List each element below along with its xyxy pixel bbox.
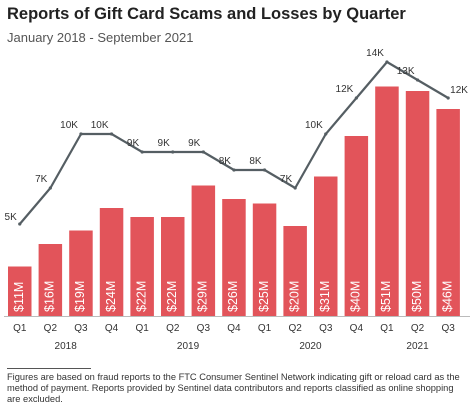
reports-label: 13K xyxy=(397,66,415,77)
reports-point-8 xyxy=(232,168,236,172)
reports-point-2 xyxy=(48,186,52,190)
bar-value-label: $22M xyxy=(134,281,148,312)
quarter-tick-label: Q3 xyxy=(197,323,211,334)
bar-value-label: $11M xyxy=(12,282,26,312)
reports-label: 10K xyxy=(91,120,109,131)
chart-title: Reports of Gift Card Scams and Losses by… xyxy=(7,5,406,23)
footnote-divider xyxy=(7,368,91,369)
reports-point-13 xyxy=(385,60,389,64)
bar-value-label: $16M xyxy=(43,281,57,312)
quarter-tick-label: Q2 xyxy=(411,323,425,334)
quarter-tick-label: Q3 xyxy=(319,323,333,334)
reports-label: 10K xyxy=(305,120,323,131)
reports-point-10 xyxy=(293,186,297,190)
quarter-tick-label: Q4 xyxy=(350,323,364,334)
reports-label: 12K xyxy=(336,84,354,95)
bar-value-label: $24M xyxy=(104,281,118,312)
bar-value-label: $31M xyxy=(318,281,332,312)
bar-value-label: $40M xyxy=(349,281,363,312)
reports-label: 9K xyxy=(127,138,140,149)
bar-value-label: $29M xyxy=(196,281,210,312)
year-label: 2018 xyxy=(55,341,78,352)
bar-value-label: $19M xyxy=(73,281,87,312)
bar-14 xyxy=(405,91,430,316)
reports-label: 9K xyxy=(158,138,171,149)
quarter-tick-label: Q2 xyxy=(288,323,302,334)
reports-label: 7K xyxy=(280,174,293,185)
reports-point-7 xyxy=(201,150,205,154)
reports-point-9 xyxy=(262,168,267,172)
bar-6 xyxy=(161,217,185,316)
bar-8 xyxy=(222,199,246,316)
reports-point-11 xyxy=(324,132,328,136)
reports-label: 14K xyxy=(366,48,384,59)
reports-point-1 xyxy=(18,222,22,226)
reports-point-3 xyxy=(79,132,83,136)
bar-10 xyxy=(283,226,307,316)
quarter-tick-label: Q1 xyxy=(380,323,394,334)
bar-1 xyxy=(8,266,32,316)
bar-4 xyxy=(99,208,124,316)
bar-9 xyxy=(252,203,277,316)
bar-15 xyxy=(436,109,460,316)
reports-point-14 xyxy=(415,78,420,82)
reports-label: 5K xyxy=(5,212,18,223)
bar-11 xyxy=(314,176,338,316)
year-label: 2021 xyxy=(406,341,429,352)
bar-value-label: $20M xyxy=(287,281,301,312)
quarter-tick-label: Q2 xyxy=(166,323,180,334)
reports-label: 9K xyxy=(188,138,201,149)
quarter-tick-label: Q1 xyxy=(13,323,27,334)
reports-point-5 xyxy=(140,150,144,154)
reports-point-4 xyxy=(109,132,114,136)
bar-value-label: $22M xyxy=(165,281,179,312)
bar-value-label: $51M xyxy=(379,281,393,312)
quarter-tick-label: Q4 xyxy=(227,323,241,334)
bar-7 xyxy=(191,185,216,316)
quarter-tick-label: Q1 xyxy=(135,323,149,334)
reports-point-12 xyxy=(354,96,358,100)
bar-12 xyxy=(344,136,369,316)
bar-13 xyxy=(375,86,399,316)
reports-label: 12K xyxy=(450,85,468,96)
footnote: Figures are based on fraud reports to th… xyxy=(7,372,460,404)
bar-value-label: $46M xyxy=(440,281,454,312)
bar-value-label: $26M xyxy=(226,281,240,312)
year-label: 2020 xyxy=(299,341,322,352)
reports-label: 10K xyxy=(60,120,78,131)
reports-point-15 xyxy=(446,96,450,100)
year-label: 2019 xyxy=(177,341,200,352)
quarter-tick-label: Q4 xyxy=(105,323,119,334)
reports-point-6 xyxy=(171,150,175,154)
quarter-tick-label: Q2 xyxy=(44,323,58,334)
quarter-tick-label: Q1 xyxy=(258,323,272,334)
quarter-tick-label: Q3 xyxy=(441,323,455,334)
bar-3 xyxy=(69,230,93,316)
reports-label: 8K xyxy=(219,156,232,167)
bar-2 xyxy=(38,244,63,316)
reports-label: 7K xyxy=(35,174,48,185)
quarter-tick-label: Q3 xyxy=(74,323,88,334)
reports-label: 8K xyxy=(249,156,262,167)
gift-card-chart: $11M $16M $19M $24M $22M $22M $29M $26M $25M $20M… xyxy=(4,48,470,352)
bar-value-label: $50M xyxy=(410,281,424,312)
chart-subtitle: January 2018 - September 2021 xyxy=(7,30,194,45)
bar-value-label: $25M xyxy=(257,281,271,312)
bar-5 xyxy=(130,217,154,316)
